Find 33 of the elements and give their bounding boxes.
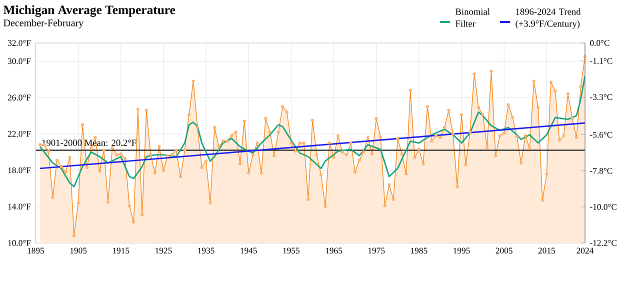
x-tick-label: 1975 (368, 248, 385, 254)
chart-subtitle: December-February (4, 19, 84, 28)
y2-tick-label: -3.3°C (590, 94, 612, 100)
y2-tick-label: -10.0°C (590, 204, 617, 210)
x-tick-label: 1945 (240, 248, 257, 254)
y2-tick-label: -7.8°C (590, 168, 612, 174)
x-tick-label: 1915 (112, 248, 130, 254)
x-tick-label: 2024 (576, 248, 594, 254)
x-tick-label: 1925 (156, 248, 172, 254)
legend-label: 1896-2024 Trend (+3.9°F/Century) (516, 8, 581, 29)
y-tick-label: 14.0°F (8, 204, 31, 210)
y2-tick-label: -12.2°C (590, 240, 617, 246)
y-tick-label: 30.0°F (8, 58, 31, 64)
x-tick-label: 2015 (538, 248, 555, 254)
y2-tick-label: -5.6°C (590, 132, 612, 138)
y-tick-label: 18.0°F (8, 167, 31, 174)
x-tick-label: 2005 (496, 248, 512, 254)
x-tick-label: 1995 (454, 248, 470, 254)
y2-tick-label: 0.0°C (590, 40, 610, 46)
line-series (39, 74, 585, 188)
legend-label: Binomial Filter (456, 8, 490, 27)
x-tick-label: 1985 (411, 248, 428, 254)
y-tick-label: 26.0°F (8, 94, 31, 100)
y-tick-label: 10.0°F (8, 240, 31, 246)
x-tick-label: 1965 (326, 248, 342, 254)
x-tick-label: 1895 (28, 248, 44, 254)
y-tick-label: 22.0°F (8, 130, 31, 137)
y2-tick-label: -1.1°C (590, 58, 612, 64)
chart-title: Michigan Average Temperature (3, 5, 176, 17)
x-tick-label: 1905 (70, 248, 87, 254)
x-tick-label: 1935 (198, 248, 214, 254)
x-tick-label: 1955 (283, 248, 300, 254)
y-tick-label: 32.0°F (8, 40, 31, 46)
